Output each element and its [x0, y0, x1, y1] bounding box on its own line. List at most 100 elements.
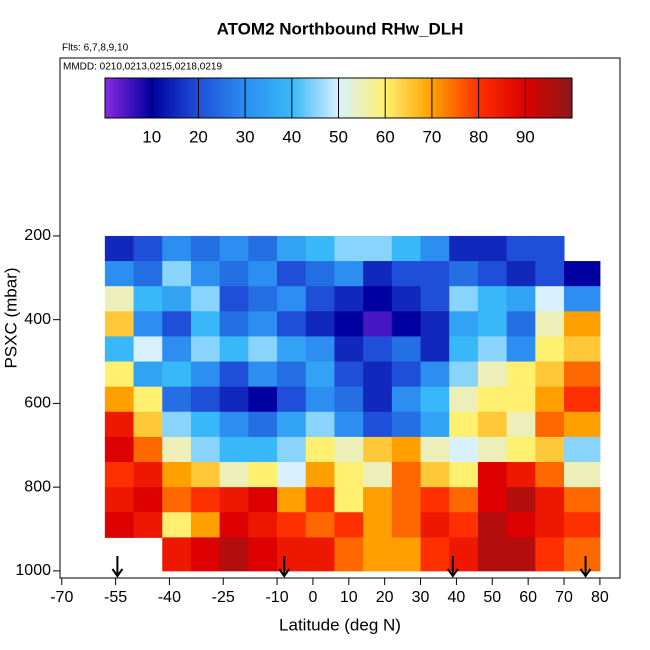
heat-cell [104, 436, 135, 463]
y-tick-label: 200 [24, 227, 51, 244]
heat-cell [104, 311, 135, 337]
heat-cell [277, 436, 307, 463]
colorbar-tick-label: 90 [516, 127, 535, 146]
x-tick-label: -55 [104, 589, 127, 606]
heat-cell [334, 286, 364, 312]
heat-cell [133, 235, 163, 262]
y-tick-label: 1000 [15, 562, 51, 579]
heat-cell [477, 537, 508, 572]
heat-cell [248, 436, 278, 463]
heat-cell [477, 462, 508, 488]
heat-cell [363, 361, 393, 388]
heat-cell [104, 261, 135, 287]
x-tick-label: 30 [412, 589, 430, 606]
x-tick-label: 20 [376, 589, 394, 606]
heat-cell [305, 336, 335, 363]
heat-cell [162, 336, 192, 363]
heat-cell [219, 386, 249, 413]
heat-cell [420, 411, 450, 438]
heat-cell [190, 311, 221, 337]
colorbar-tick-label: 60 [376, 127, 395, 146]
heat-cell [420, 336, 450, 363]
heat-cell [162, 512, 192, 538]
heat-cell [248, 336, 278, 363]
heat-cell [420, 235, 450, 262]
heat-cell [104, 462, 135, 488]
heat-cell [477, 235, 508, 262]
heat-cell [277, 386, 307, 413]
heat-cell [305, 436, 335, 463]
y-tick-label: 600 [24, 395, 51, 412]
heat-cell [363, 436, 393, 463]
colorbar-tick-label: 20 [189, 127, 208, 146]
heat-cell [334, 261, 364, 287]
heat-cell [506, 361, 536, 388]
heat-cell [363, 386, 393, 413]
heat-cell [506, 462, 536, 488]
heat-cell [449, 411, 479, 438]
heat-cell [420, 462, 450, 488]
heat-cell [305, 512, 335, 538]
heat-cell [248, 286, 278, 312]
heat-cell [190, 261, 221, 287]
heat-cell [391, 261, 422, 287]
heat-cell [506, 386, 536, 413]
heat-cell [133, 462, 163, 488]
heat-cell [477, 286, 508, 312]
heat-cell [535, 462, 565, 488]
heat-cell [162, 462, 192, 488]
heat-cell [133, 386, 163, 413]
arrow-head [579, 568, 592, 578]
heat-cell [104, 411, 135, 438]
arrow-head [111, 568, 124, 578]
heat-cell [449, 361, 479, 388]
heat-cell [334, 487, 364, 513]
heat-cell [506, 311, 536, 337]
heat-cell [363, 311, 393, 337]
heat-cell [133, 286, 163, 312]
heat-cell [248, 487, 278, 513]
heat-cell [219, 361, 249, 388]
heat-cell [190, 537, 221, 572]
heat-cell [133, 311, 163, 337]
heat-cell [190, 512, 221, 538]
x-tick-label: 80 [591, 589, 609, 606]
y-axis-label: PSXC (mbar) [1, 267, 20, 368]
heat-cell [535, 487, 565, 513]
heat-cell [248, 235, 278, 262]
heat-cell [564, 436, 601, 463]
heat-cell [334, 235, 364, 262]
heat-cell [535, 512, 565, 538]
heat-cell [477, 311, 508, 337]
x-tick-label: -10 [265, 589, 288, 606]
heat-cell [305, 462, 335, 488]
y-tick-label: 800 [24, 478, 51, 495]
y-tick-label: 400 [24, 311, 51, 328]
heat-cell [535, 537, 565, 572]
heat-cell [477, 512, 508, 538]
heat-cell [506, 537, 536, 572]
arrow-head [278, 568, 291, 578]
heat-cell [477, 436, 508, 463]
heat-cell [305, 311, 335, 337]
heat-cell [564, 261, 601, 287]
heat-cell [162, 361, 192, 388]
heat-cell [133, 512, 163, 538]
heat-cell [535, 261, 565, 287]
heat-cell [506, 336, 536, 363]
heat-cell [305, 235, 335, 262]
heat-cell [277, 235, 307, 262]
heat-cell [449, 537, 479, 572]
heat-cell [104, 487, 135, 513]
heat-cell [334, 462, 364, 488]
heat-cell [162, 487, 192, 513]
heat-cell [449, 487, 479, 513]
heat-cell [363, 336, 393, 363]
colorbar-tick-label: 30 [236, 127, 255, 146]
heat-cell [162, 235, 192, 262]
heat-cell [190, 235, 221, 262]
heat-cell [535, 361, 565, 388]
heat-cell [391, 235, 422, 262]
heat-cell [219, 436, 249, 463]
heat-cell [162, 436, 192, 463]
